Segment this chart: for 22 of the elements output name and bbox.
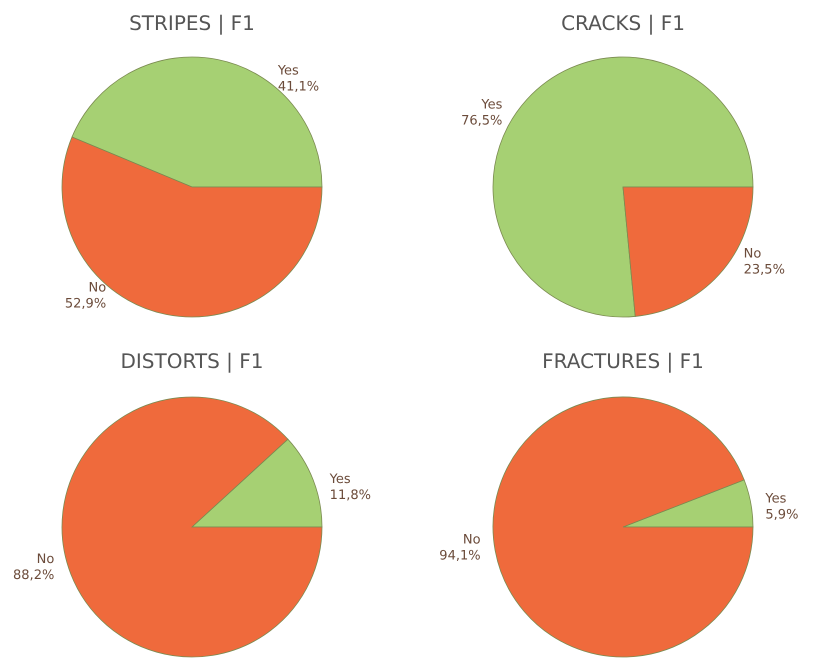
slice-label: No	[36, 552, 54, 568]
chart-title: DISTORTS | F1	[120, 349, 264, 373]
data-label: 88,2%	[13, 568, 54, 584]
slice-label: Yes	[276, 64, 300, 79]
slice-label: No	[744, 246, 762, 262]
slice-label: Yes	[328, 472, 351, 487]
data-label: 76,5%	[461, 114, 502, 129]
data-label: 52,9%	[64, 296, 106, 312]
data-label: 11,8%	[330, 488, 371, 503]
pie-slice	[62, 396, 322, 658]
chart-title: FRACTURES | F1	[542, 349, 704, 373]
data-label: 5,9%	[765, 508, 798, 523]
data-label: 23,5%	[744, 262, 785, 278]
slice-label: Yes	[764, 492, 787, 507]
chart-title: CRACKS | F1	[561, 11, 685, 35]
chart-title: STRIPES | F1	[129, 11, 255, 35]
pie-slice	[492, 396, 754, 658]
slice-label: No	[462, 532, 481, 548]
slice-label: Yes	[480, 98, 503, 113]
data-label: 41,1%	[278, 80, 320, 95]
slice-label: No	[88, 280, 106, 296]
data-label: 94,1%	[439, 548, 481, 564]
